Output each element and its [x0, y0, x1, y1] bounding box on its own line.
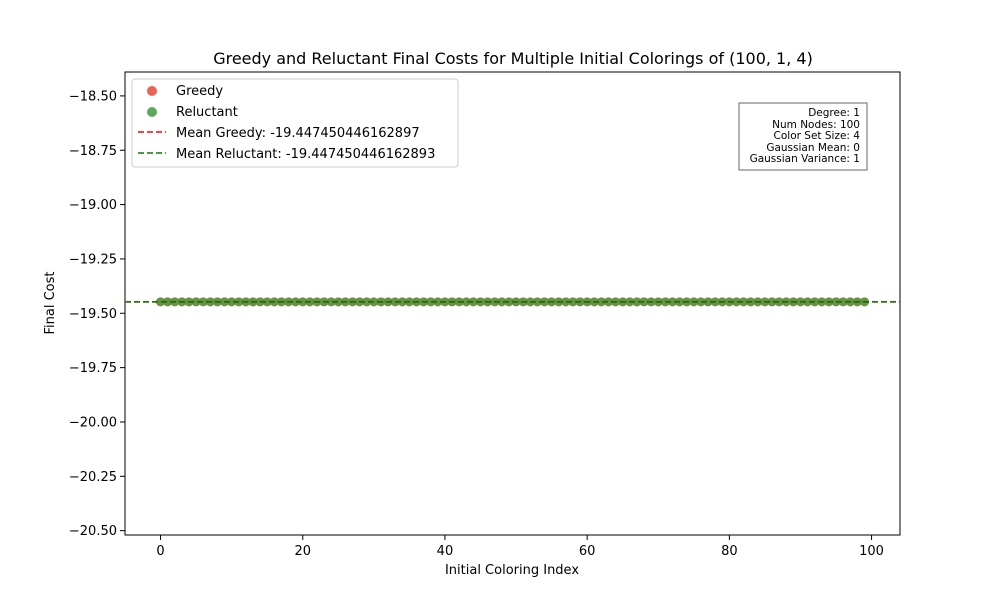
legend-label-reluctant: Reluctant	[176, 105, 238, 120]
point-reluctant	[696, 297, 706, 307]
point-reluctant	[838, 297, 848, 307]
x-tick-label: 20	[294, 544, 311, 559]
legend-label-mean-greedy: Mean Greedy: -19.447450446162897	[176, 126, 420, 141]
point-reluctant	[497, 297, 507, 307]
info-degree: Degree: 1	[808, 107, 860, 119]
info-box-frame	[738, 102, 868, 171]
point-reluctant	[767, 297, 777, 307]
legend-frame	[131, 78, 459, 168]
point-reluctant	[568, 297, 578, 307]
y-tick-label: −20.50	[69, 524, 117, 539]
legend-marker-reluctant	[147, 107, 157, 117]
x-tick-label: 60	[579, 544, 596, 559]
point-reluctant	[603, 297, 613, 307]
x-tick-label: 0	[156, 544, 164, 559]
chart-title: Greedy and Reluctant Final Costs for Mul…	[213, 49, 813, 68]
point-reluctant	[156, 297, 166, 307]
plot-area-frame	[124, 71, 901, 536]
point-reluctant	[397, 297, 407, 307]
info-gaussian-variance: Gaussian Variance: 1	[750, 153, 860, 165]
legend-label-greedy: Greedy	[176, 84, 223, 99]
y-tick-label: −18.75	[69, 144, 117, 159]
x-axis: 0 20 40 60 80 100	[156, 535, 884, 559]
point-reluctant	[227, 297, 237, 307]
point-reluctant	[561, 297, 571, 307]
point-reluctant	[163, 297, 173, 307]
y-tick-label: −19.50	[69, 307, 117, 322]
legend-label-mean-reluctant: Mean Reluctant: -19.447450446162893	[176, 147, 435, 162]
point-reluctant	[426, 297, 436, 307]
point-reluctant	[262, 297, 272, 307]
y-axis: −18.50 −18.75 −19.00 −19.25 −19.50 −19.75 −20.…	[69, 89, 125, 539]
y-axis-title: Final Cost	[43, 272, 58, 335]
point-reluctant	[468, 297, 478, 307]
y-tick-label: −19.75	[69, 361, 117, 376]
point-reluctant	[362, 297, 372, 307]
info-color-set-size: Color Set Size: 4	[774, 130, 861, 142]
point-reluctant	[632, 297, 642, 307]
point-reluctant	[774, 297, 784, 307]
x-tick-label: 40	[437, 544, 454, 559]
info-gaussian-mean: Gaussian Mean: 0	[766, 142, 860, 154]
point-reluctant	[596, 297, 606, 307]
x-tick-label: 100	[859, 544, 884, 559]
point-reluctant	[731, 297, 741, 307]
info-num-nodes: Num Nodes: 100	[772, 119, 860, 131]
y-tick-label: −18.50	[69, 89, 117, 104]
point-reluctant	[667, 297, 677, 307]
y-tick-label: −19.00	[69, 198, 117, 213]
point-reluctant	[198, 297, 208, 307]
legend: Greedy Reluctant Mean Greedy: -19.447450…	[131, 78, 459, 168]
point-reluctant	[703, 297, 713, 307]
y-tick-label: −20.00	[69, 415, 117, 430]
point-reluctant	[433, 297, 443, 307]
point-reluctant	[739, 297, 749, 307]
legend-marker-greedy	[147, 86, 157, 96]
point-reluctant	[333, 297, 343, 307]
x-axis-title: Initial Coloring Index	[445, 563, 579, 578]
point-reluctant	[191, 297, 201, 307]
point-reluctant	[639, 297, 649, 307]
y-tick-label: −20.25	[69, 470, 117, 485]
point-reluctant	[532, 297, 542, 307]
y-tick-label: −19.25	[69, 252, 117, 267]
parameter-info-box: Degree: 1 Num Nodes: 100 Color Set Size:…	[738, 102, 868, 171]
x-tick-label: 80	[721, 544, 738, 559]
point-reluctant	[803, 297, 813, 307]
point-reluctant	[326, 297, 336, 307]
point-reluctant	[461, 297, 471, 307]
point-reluctant	[291, 297, 301, 307]
point-reluctant	[298, 297, 308, 307]
